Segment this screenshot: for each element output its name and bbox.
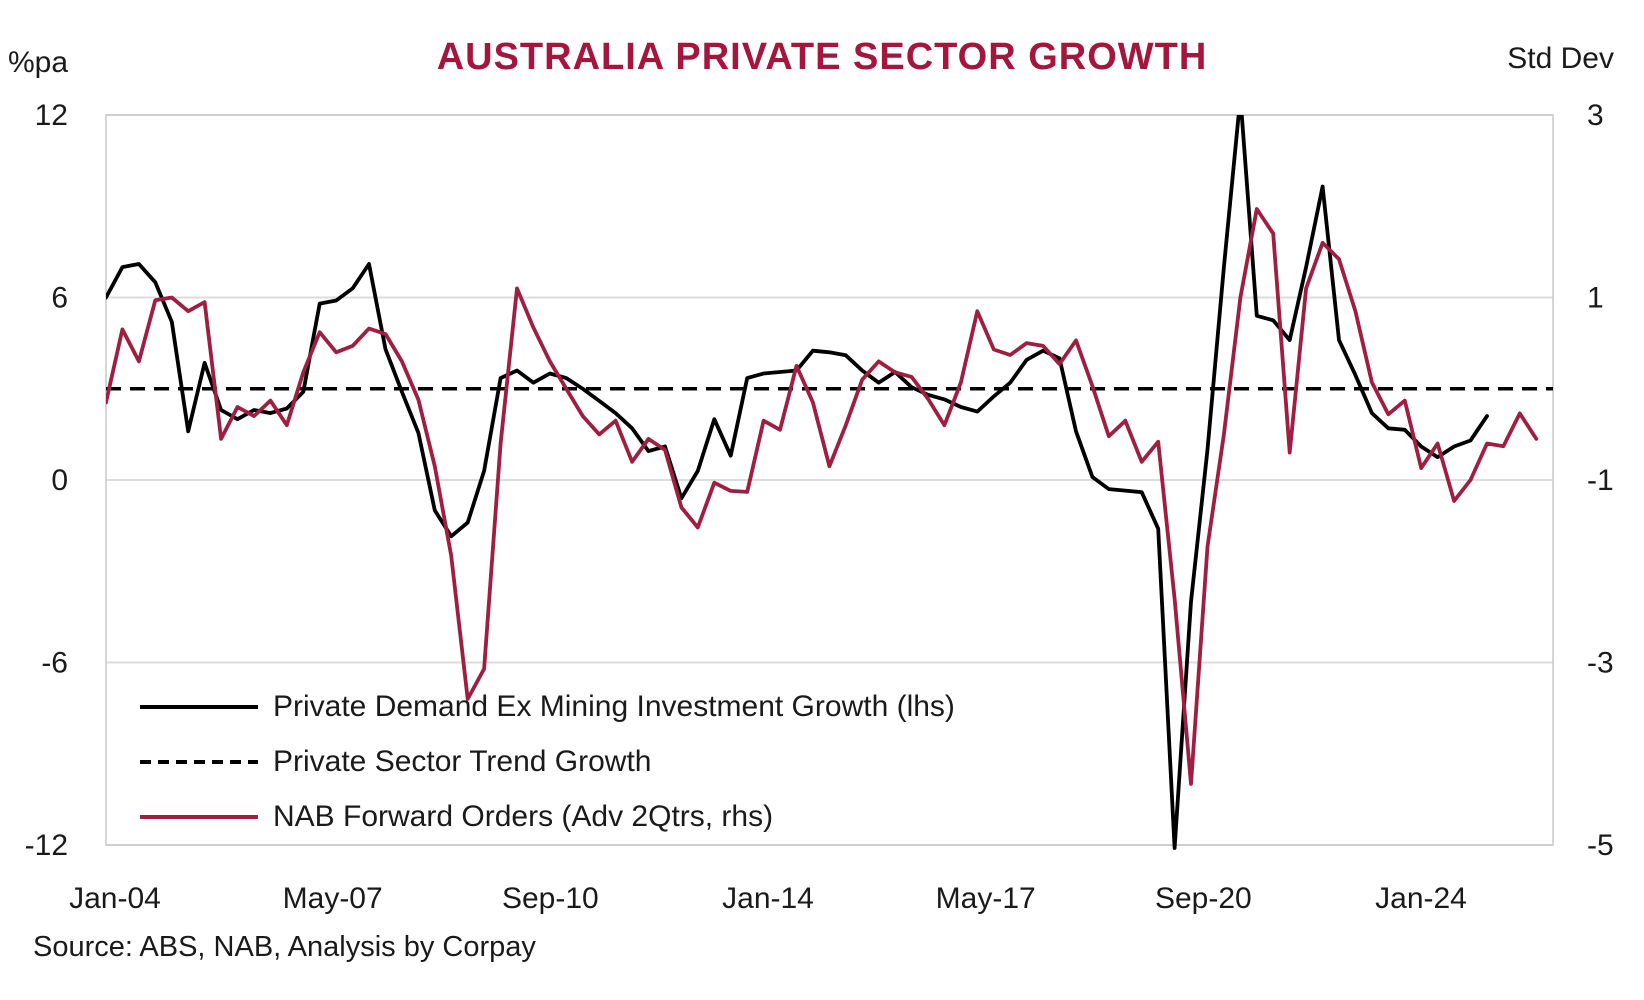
x-axis-tick-Jan-24: Jan-24	[1375, 882, 1467, 915]
legend-dashed-line-icon	[140, 760, 258, 764]
legend-label: Private Sector Trend Growth	[273, 745, 652, 778]
left-axis-title: %pa	[7, 46, 68, 79]
right-axis-tick--3: -3	[1587, 647, 1614, 680]
right-axis-tick-1: 1	[1587, 282, 1604, 315]
x-axis-tick-Sep-20: Sep-20	[1155, 882, 1252, 915]
left-axis-tick--6: -6	[41, 647, 68, 680]
legend-row-2: NAB Forward Orders (Adv 2Qtrs, rhs)	[138, 799, 955, 835]
right-axis-tick--5: -5	[1587, 829, 1614, 862]
left-axis-tick-6: 6	[51, 282, 68, 315]
legend-row-1: Private Sector Trend Growth	[138, 744, 955, 780]
x-axis-tick-Sep-10: Sep-10	[502, 882, 599, 915]
left-axis-tick--12: -12	[25, 829, 68, 862]
x-axis-tick-Jan-04: Jan-04	[69, 882, 161, 915]
legend-label: Private Demand Ex Mining Investment Grow…	[273, 690, 955, 723]
legend: Private Demand Ex Mining Investment Grow…	[138, 689, 955, 854]
source-note: Source: ABS, NAB, Analysis by Corpay	[33, 931, 536, 963]
legend-label: NAB Forward Orders (Adv 2Qtrs, rhs)	[273, 800, 774, 833]
right-axis-tick-3: 3	[1587, 99, 1604, 132]
plot-border	[105, 114, 1554, 846]
legend-line-icon	[140, 705, 258, 709]
legend-line-icon	[140, 815, 258, 819]
left-axis-tick-12: 12	[35, 99, 68, 132]
x-axis-tick-May-17: May-17	[936, 882, 1036, 915]
right-axis-tick--1: -1	[1587, 464, 1614, 497]
x-axis-tick-May-07: May-07	[283, 882, 383, 915]
nab-forward-orders-line	[106, 207, 1539, 786]
legend-row-0: Private Demand Ex Mining Investment Grow…	[138, 689, 955, 725]
right-axis-title: Std Dev	[1507, 42, 1614, 75]
x-axis-tick-Jan-14: Jan-14	[722, 882, 814, 915]
chart-title: AUSTRALIA PRIVATE SECTOR GROWTH	[436, 36, 1208, 78]
left-axis-tick-0: 0	[51, 464, 68, 497]
